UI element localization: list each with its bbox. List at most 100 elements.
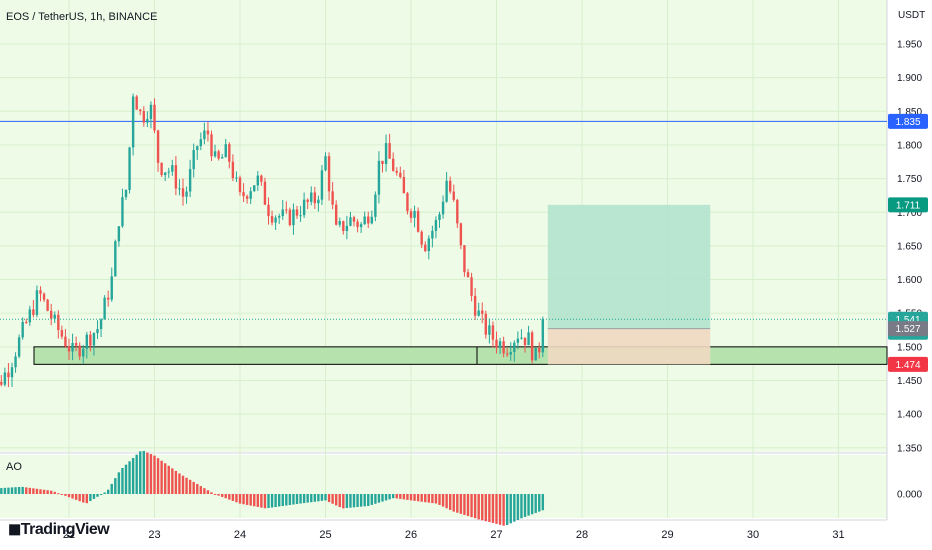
ao-bar	[64, 494, 67, 496]
ao-bar	[25, 487, 28, 494]
ao-bar	[441, 494, 445, 507]
ao-bar	[391, 494, 395, 499]
x-tick-label: 26	[405, 529, 417, 541]
price-axis-label-box	[888, 356, 928, 372]
candle-body	[10, 367, 14, 378]
candle-body	[203, 130, 206, 140]
ao-bar	[488, 494, 491, 523]
y-tick-label: 1.600	[897, 275, 922, 286]
x-tick-label: 30	[747, 529, 759, 541]
ao-bar	[196, 484, 199, 494]
ao-bar	[477, 494, 480, 520]
candle-body	[213, 151, 217, 157]
ao-bar	[270, 494, 274, 508]
ao-bar	[520, 494, 523, 519]
candle-body	[128, 147, 131, 190]
x-tick-label: 31	[832, 529, 844, 541]
y-tick-label: 1.450	[897, 376, 922, 387]
candle-body	[146, 118, 149, 123]
x-tick-label: 25	[319, 529, 331, 541]
ao-bar	[523, 494, 527, 517]
candle-body	[502, 341, 505, 354]
candle-body	[459, 223, 463, 246]
ao-bar	[538, 494, 541, 512]
ao-bar	[124, 464, 128, 494]
candle-body	[541, 319, 545, 353]
ao-bar	[114, 478, 117, 494]
ao-bar	[299, 494, 302, 504]
candle-body	[431, 230, 434, 239]
ao-bar	[456, 494, 459, 513]
ao-bar	[146, 452, 149, 494]
candle-body	[71, 343, 74, 352]
candle-body	[384, 143, 388, 165]
candle-body	[196, 146, 199, 151]
price-axis-label: 1.835	[895, 117, 920, 128]
currency-label: USDT	[898, 10, 926, 21]
y-tick-label: 1.400	[897, 410, 922, 421]
candle-body	[245, 196, 249, 199]
ao-bar	[188, 479, 192, 494]
candle-body	[520, 337, 523, 339]
candle-body	[327, 156, 331, 192]
candle-body	[331, 191, 334, 205]
candle-body	[420, 231, 423, 245]
chart-title[interactable]: EOS / TetherUS, 1h, BINANCE	[6, 11, 158, 23]
ao-bar	[57, 493, 60, 495]
ao-bar	[78, 494, 81, 502]
candle-body	[267, 204, 270, 217]
ao-bar	[249, 494, 252, 506]
ao-bar	[342, 494, 345, 509]
ao-bar	[192, 481, 195, 494]
candle-body	[516, 338, 520, 343]
ao-bar	[3, 487, 7, 494]
ao-bar	[28, 487, 32, 494]
candle-body	[217, 151, 220, 159]
ao-bar	[53, 491, 56, 494]
candle-body	[438, 214, 441, 220]
ao-bar	[231, 494, 235, 501]
ao-bar	[277, 494, 281, 507]
candle-body	[121, 197, 124, 227]
candle-body	[92, 333, 96, 346]
candle-body	[21, 321, 24, 338]
candle-body	[7, 372, 10, 378]
candle-body	[206, 130, 210, 135]
price-axis-label-box	[888, 321, 928, 337]
candle-body	[356, 221, 359, 228]
time-axis-background	[0, 520, 887, 550]
ao-indicator-label[interactable]: AO	[6, 461, 22, 473]
candle-body	[249, 191, 252, 199]
candle-body	[473, 295, 477, 316]
candle-body	[228, 144, 231, 162]
candle-body	[106, 297, 110, 300]
ao-bar	[413, 494, 416, 501]
candle-body	[103, 297, 106, 320]
ao-bar	[32, 488, 35, 494]
ao-bar	[106, 489, 110, 494]
candle-body	[370, 216, 374, 224]
y-tick-label: 1.900	[897, 73, 922, 84]
candle-body	[377, 160, 381, 195]
ao-bar	[395, 494, 398, 499]
x-tick-label: 29	[661, 529, 673, 541]
ao-bar	[21, 486, 24, 494]
support-zone	[33, 346, 888, 365]
candle-body	[167, 171, 170, 173]
ao-bar	[49, 490, 53, 494]
candle-body	[39, 290, 42, 294]
candle-body	[406, 193, 409, 212]
candle-body	[530, 332, 534, 361]
candle-body	[288, 209, 292, 226]
ao-bar	[149, 454, 153, 494]
candle-body	[448, 180, 452, 192]
candle-body	[114, 241, 117, 277]
candle-body	[292, 209, 295, 226]
candle-body	[277, 216, 281, 218]
ao-bar	[117, 472, 121, 494]
ao-bar	[431, 494, 434, 504]
candle-body	[60, 330, 64, 337]
ao-bar	[505, 494, 509, 525]
